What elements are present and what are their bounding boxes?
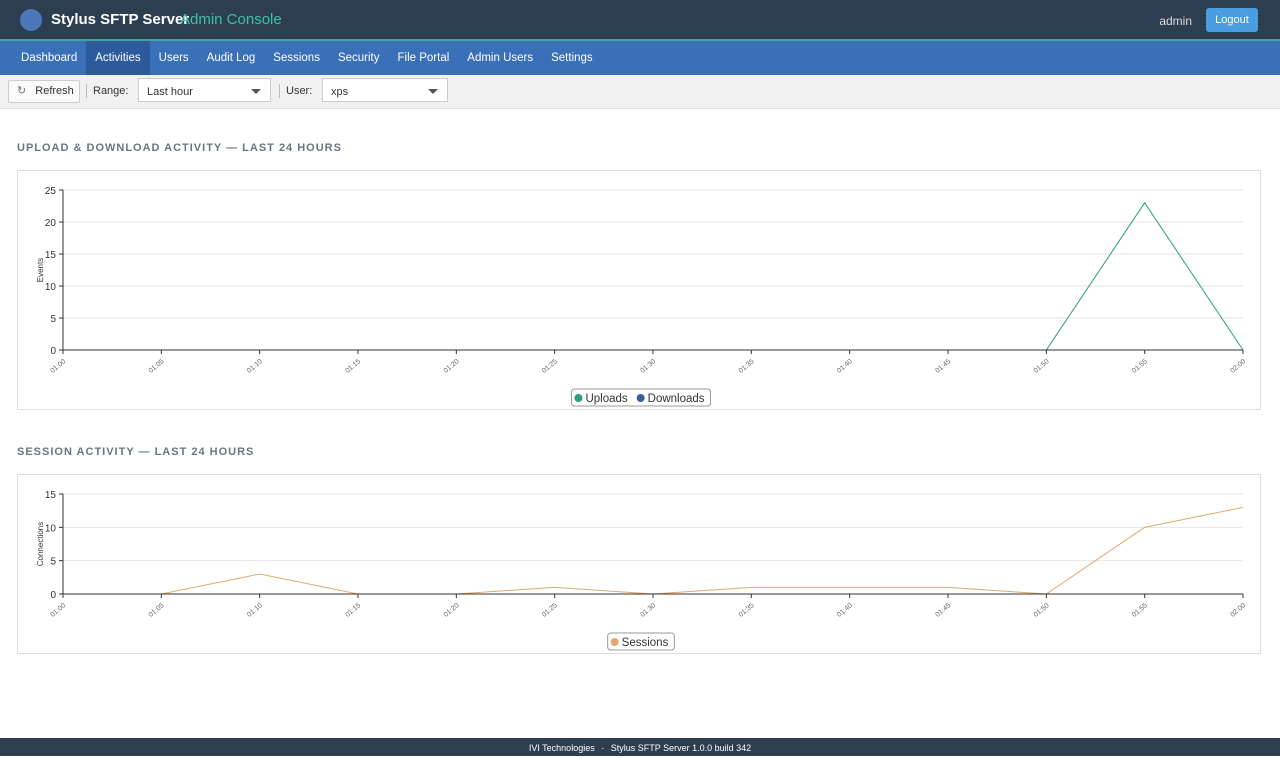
x-tick-label: 01:45 [934, 358, 952, 375]
footer: IVI Technologies · Stylus SFTP Server 1.… [0, 738, 1280, 756]
x-tick-label: 01:55 [1131, 602, 1149, 619]
y-tick-label: 20 [45, 218, 57, 229]
y-tick-label: 5 [50, 557, 56, 568]
x-tick-label: 01:50 [1033, 602, 1051, 619]
x-tick-label: 01:50 [1033, 358, 1051, 375]
nav-item[interactable]: File Portal [397, 52, 450, 64]
nav-bar: Dashboard Activities Users Audit Log Session… [0, 41, 1280, 75]
brand: Stylus SFTP Server [51, 11, 190, 28]
x-tick-label: 01:15 [344, 602, 362, 619]
nav-item[interactable]: Users [158, 52, 189, 64]
chart-panel: 0 5 10 15 Connections 01:00 01:05 01:10 01:15 01:… [17, 474, 1261, 654]
legend-label: Uploads [585, 393, 627, 405]
nav-item[interactable]: Activities [86, 41, 150, 75]
x-tick-label: 01:20 [443, 602, 461, 619]
chart-title: SESSION ACTIVITY — LAST 24 HOURS [17, 446, 255, 458]
x-tick-label: 01:40 [836, 358, 854, 375]
x-tick-label: 01:25 [541, 358, 559, 375]
legend-marker [574, 394, 583, 402]
user-name: admin [1159, 14, 1192, 28]
header: Stylus SFTP Server Admin Console admin L… [0, 0, 1280, 41]
x-tick-label: 01:55 [1131, 358, 1149, 375]
refresh-icon: ↻ [17, 85, 27, 97]
footer-product: Stylus SFTP Server 1.0.0 build 342 [610, 743, 752, 753]
legend-label: Sessions [622, 637, 669, 649]
user-label: User: [286, 85, 313, 97]
legend: Uploads Downloads [570, 388, 712, 407]
x-tick-label: 01:40 [836, 602, 854, 619]
y-tick-label: 0 [50, 346, 56, 357]
nav-item[interactable]: Sessions [273, 52, 320, 64]
nav-item[interactable]: Settings [551, 52, 593, 64]
footer-separator: · [601, 743, 605, 753]
x-tick-label: 01:20 [443, 358, 461, 375]
legend-box [607, 632, 675, 651]
y-tick-label: 15 [45, 490, 57, 501]
legend: Sessions [607, 632, 675, 651]
x-tick-label: 01:15 [344, 358, 362, 375]
y-tick-label: 15 [45, 250, 57, 261]
x-tick-label: 01:45 [934, 602, 952, 619]
x-tick-label: 01:05 [148, 358, 166, 375]
series-line [63, 506, 1244, 595]
x-tick-label: 01:30 [639, 602, 657, 619]
legend-label: Downloads [648, 393, 705, 405]
legend-marker [636, 394, 645, 402]
range-label: Range: [93, 85, 129, 97]
x-tick-label: 01:30 [639, 358, 657, 375]
y-tick-label: 10 [45, 282, 57, 293]
logout-button[interactable]: Logout [1206, 8, 1258, 32]
logo [20, 9, 42, 31]
x-tick-label: 01:35 [738, 358, 756, 375]
x-tick-label: 01:00 [49, 358, 67, 375]
range-select[interactable]: Last hour [138, 78, 271, 102]
separator [279, 84, 280, 98]
chart: 0 5 10 15 20 25 Events 01:00 01:05 01:10 01:15 01:2… [36, 186, 1247, 407]
x-tick-label: 01:10 [246, 602, 264, 619]
series-line [63, 201, 1244, 351]
chart-title: UPLOAD & DOWNLOAD ACTIVITY — LAST 24 HOU… [17, 142, 342, 154]
brand-suffix: Admin Console [180, 11, 282, 28]
x-tick-label: 02:00 [1229, 602, 1247, 619]
x-tick-label: 01:25 [541, 602, 559, 619]
refresh-label: Refresh [35, 85, 74, 97]
nav-item[interactable]: Security [337, 52, 380, 64]
nav-item[interactable]: Admin Users [467, 52, 534, 64]
toolbar: ↻ Refresh Range: Last hour User: xps [0, 75, 1280, 109]
footer-company: IVI Technologies [528, 743, 595, 753]
y-axis-label: Connections [36, 522, 45, 566]
x-tick-label: 01:00 [49, 602, 67, 619]
y-tick-label: 10 [45, 523, 57, 534]
legend-marker [610, 638, 619, 646]
x-tick-label: 02:00 [1229, 358, 1247, 375]
chart: 0 5 10 15 Connections 01:00 01:05 01:10 01:15 01:… [36, 490, 1247, 651]
chart-panel: 0 5 10 15 20 25 Events 01:00 01:05 01:10 01:15 01:2… [17, 170, 1261, 410]
x-tick-label: 01:05 [148, 602, 166, 619]
y-tick-label: 25 [45, 186, 57, 197]
nav-item[interactable]: Dashboard [21, 52, 78, 64]
nav-item[interactable]: Audit Log [206, 52, 256, 64]
separator [86, 84, 87, 98]
y-tick-label: 5 [50, 314, 56, 325]
y-tick-label: 0 [50, 590, 56, 601]
x-tick-label: 01:35 [738, 602, 756, 619]
x-tick-label: 01:10 [246, 358, 264, 375]
user-select[interactable]: xps [322, 78, 448, 102]
y-axis-label: Events [36, 258, 45, 282]
refresh-button[interactable]: ↻ Refresh [8, 80, 80, 103]
